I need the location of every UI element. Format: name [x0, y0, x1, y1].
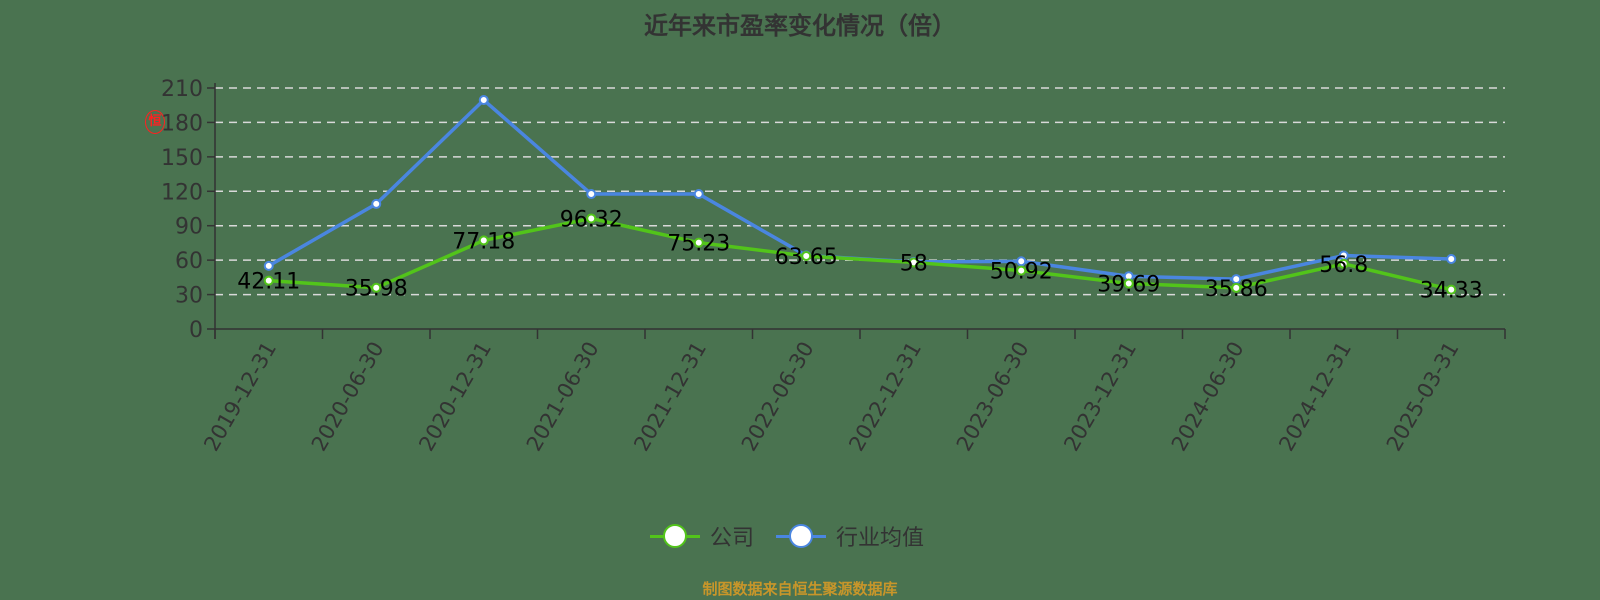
x-tick-label: 2023-12-31 [1059, 338, 1141, 456]
data-point[interactable] [1016, 256, 1027, 267]
data-label: 63.65 [775, 245, 838, 270]
data-label: 58 [900, 251, 928, 276]
y-tick-label: 90 [175, 215, 203, 240]
data-point[interactable] [1446, 284, 1457, 295]
data-point[interactable] [478, 235, 489, 246]
x-tick-label: 2021-06-30 [522, 338, 604, 456]
x-tick-label: 2020-12-31 [414, 338, 496, 456]
data-point[interactable] [693, 237, 704, 248]
x-tick-label: 2024-12-31 [1274, 338, 1356, 456]
data-point[interactable] [693, 189, 704, 200]
legend-marker-icon [776, 524, 827, 548]
data-label: 96.32 [560, 207, 623, 232]
x-tick-label: 2025-03-31 [1382, 338, 1464, 456]
data-point[interactable] [801, 250, 812, 261]
data-point[interactable] [908, 257, 919, 268]
data-label: 35.86 [1205, 277, 1268, 302]
data-label: 75.23 [667, 232, 730, 257]
data-point[interactable] [1338, 258, 1349, 269]
legend: 公司 行业均值 [650, 520, 934, 552]
legend-label: 行业均值 [836, 526, 925, 551]
y-tick-label: 0 [189, 318, 203, 343]
data-point[interactable] [371, 198, 382, 209]
y-tick-label: 210 [161, 77, 203, 102]
data-label: 39.69 [1097, 272, 1160, 297]
legend-label: 公司 [710, 526, 755, 551]
data-label: 35.98 [345, 277, 408, 302]
y-tick-label: 30 [175, 284, 203, 309]
data-label: 50.92 [990, 260, 1053, 285]
x-tick-label: 2022-12-31 [844, 338, 926, 456]
data-point[interactable] [371, 282, 382, 293]
industry-line [267, 98, 1452, 281]
legend-marker-icon [650, 524, 700, 548]
line-chart-plot: 0 30 60 90 120 150 180 210 2019-12-31 2020-06-30 2… [161, 77, 1506, 456]
watermark-stamp-icon: 恒 [145, 110, 165, 134]
data-point[interactable] [1231, 282, 1242, 293]
x-tick-label: 2020-06-30 [307, 338, 389, 456]
data-label: 34.33 [1420, 279, 1483, 304]
y-tick-label: 180 [161, 111, 203, 136]
y-tick-label: 150 [161, 146, 203, 171]
data-point[interactable] [1016, 265, 1027, 276]
data-point[interactable] [263, 275, 274, 286]
y-tick-label: 120 [161, 180, 203, 205]
x-tick-label: 2019-12-31 [199, 338, 281, 456]
data-point[interactable] [586, 213, 597, 224]
data-point[interactable] [478, 95, 489, 106]
company-line [268, 216, 1452, 292]
data-point[interactable] [263, 260, 274, 271]
chart-title: 近年来市盈率变化情况（倍） [644, 12, 956, 40]
x-tick-label: 2022-06-30 [737, 338, 819, 456]
data-label: 42.11 [237, 270, 300, 295]
x-tick-label: 2021-12-31 [629, 338, 711, 456]
data-point[interactable] [586, 189, 597, 200]
data-label: 77.18 [452, 229, 515, 254]
legend-item-industry[interactable]: 行业均值 [776, 520, 924, 552]
data-label: 56.8 [1319, 253, 1368, 278]
x-tick-label: 2024-06-30 [1167, 338, 1249, 456]
x-tick-label: 2023-06-30 [952, 338, 1034, 456]
y-tick-label: 60 [175, 249, 203, 274]
data-point[interactable] [1446, 253, 1457, 264]
legend-item-company[interactable]: 公司 [650, 520, 754, 552]
source-note: 制图数据来自恒生聚源数据库 [702, 580, 898, 598]
data-point[interactable] [1123, 278, 1134, 289]
